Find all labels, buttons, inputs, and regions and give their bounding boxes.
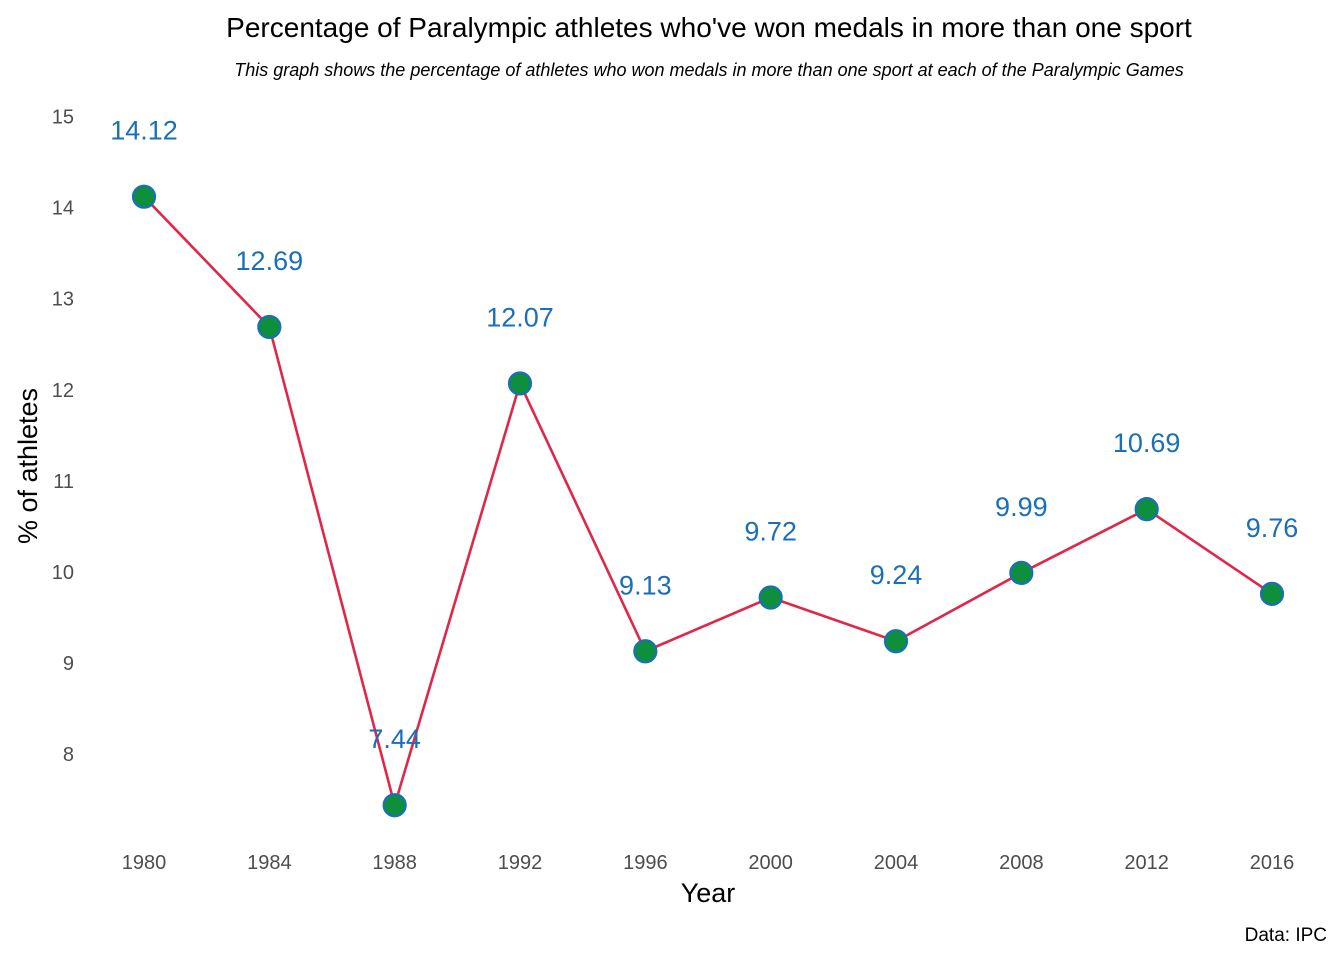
- data-point: [1259, 581, 1285, 606]
- y-axis-label: % of athletes: [13, 388, 43, 544]
- data-point: [883, 629, 909, 654]
- data-label: 9.24: [870, 560, 923, 590]
- chart-subtitle: This graph shows the percentage of athle…: [234, 60, 1184, 80]
- data-label: 7.44: [368, 724, 421, 754]
- data-point: [382, 793, 407, 818]
- data-label: 9.76: [1246, 513, 1299, 543]
- data-point: [633, 639, 658, 664]
- y-tick-label: 12: [52, 380, 74, 402]
- chart-caption: Data: IPC: [1245, 925, 1327, 946]
- x-tick-label: 2012: [1124, 852, 1169, 874]
- y-tick-label: 8: [63, 744, 74, 766]
- data-point: [1009, 560, 1034, 586]
- data-point: [507, 371, 533, 396]
- x-tick-label: 1988: [372, 852, 417, 874]
- series-line: [143, 195, 1273, 807]
- x-tick-label: 1996: [623, 852, 668, 874]
- x-tick-label: 2000: [748, 852, 793, 874]
- y-tick-label: 13: [52, 289, 74, 311]
- data-label: 12.07: [486, 302, 554, 332]
- x-axis-ticks: 1980 1984 1988 1992 1996 2000 2004 2008 2012 2016: [122, 852, 1295, 874]
- data-label: 12.69: [236, 246, 304, 276]
- data-point: [758, 585, 783, 610]
- data-point: [1134, 497, 1159, 522]
- x-tick-label: 2016: [1250, 852, 1295, 874]
- y-tick-label: 11: [53, 471, 74, 493]
- x-tick-label: 2004: [874, 852, 919, 874]
- y-tick-label: 14: [52, 198, 74, 220]
- x-axis-label: Year: [681, 878, 736, 908]
- y-axis-ticks: 8 9 10 11 12 13 14 15: [52, 107, 74, 767]
- data-label: 14.12: [110, 116, 178, 146]
- data-point: [131, 184, 157, 209]
- data-point: [257, 314, 282, 340]
- y-tick-label: 15: [52, 107, 74, 129]
- x-tick-label: 1992: [498, 852, 543, 874]
- data-label: 10.69: [1113, 428, 1181, 458]
- series-layer: [131, 184, 1285, 818]
- data-label: 9.99: [995, 492, 1048, 522]
- data-label: 9.72: [744, 517, 797, 547]
- y-tick-label: 9: [63, 653, 74, 675]
- data-label: 9.13: [619, 570, 672, 600]
- x-tick-label: 1980: [122, 852, 167, 874]
- y-tick-label: 10: [52, 562, 74, 584]
- x-tick-label: 2008: [999, 852, 1044, 874]
- data-labels-layer: 14.12 12.69 7.44 12.07 9.13 9.72 9.24 9.99 10.69…: [110, 116, 1298, 755]
- x-tick-label: 1984: [247, 852, 292, 874]
- chart-title: Percentage of Paralympic athletes who've…: [226, 12, 1192, 43]
